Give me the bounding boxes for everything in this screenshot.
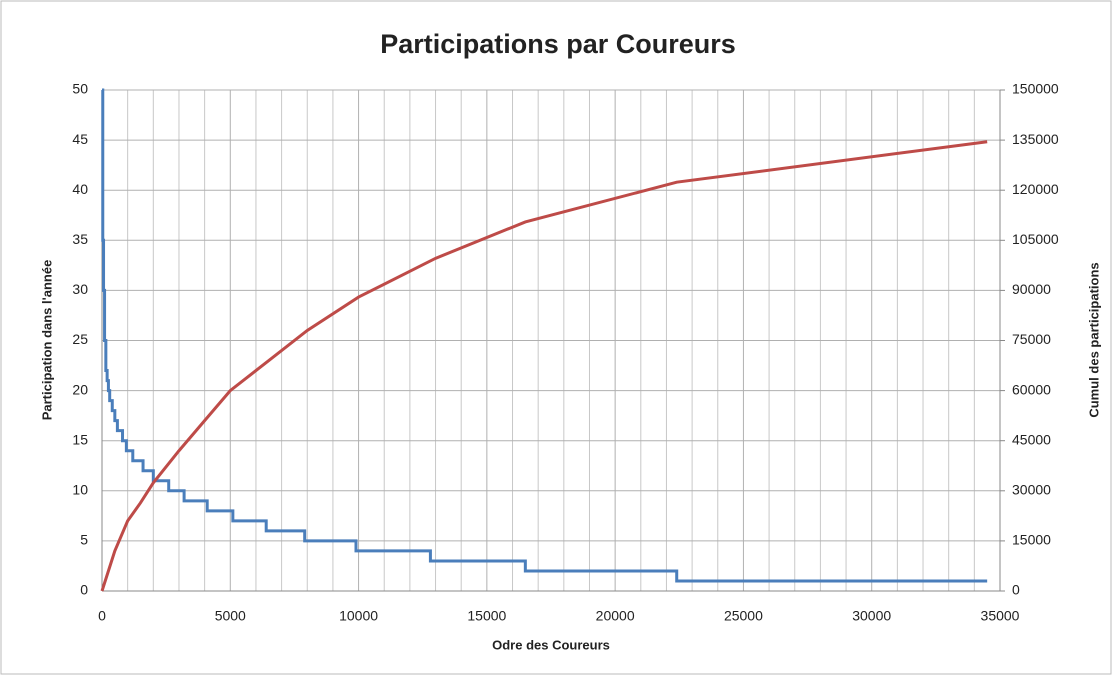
y-tick-label: 40 [72, 181, 88, 197]
y-tick-label: 30 [72, 281, 88, 297]
x-tick-label: 30000 [852, 608, 891, 624]
y2-tick-label: 90000 [1012, 281, 1051, 297]
y2-tick-label: 45000 [1012, 431, 1051, 447]
x-tick-label: 0 [98, 608, 106, 624]
y-tick-label: 25 [72, 331, 88, 347]
y2-tick-label: 15000 [1012, 532, 1051, 548]
x-tick-label: 10000 [339, 608, 378, 624]
y2-tick-label: 75000 [1012, 331, 1051, 347]
chart-title: Participations par Coureurs [380, 29, 736, 59]
y2-tick-label: 120000 [1012, 181, 1059, 197]
y2-tick-label: 150000 [1012, 81, 1059, 97]
y-tick-label: 15 [72, 431, 88, 447]
y-tick-label: 50 [72, 81, 88, 97]
x-tick-label: 20000 [596, 608, 635, 624]
series-line [101, 88, 988, 583]
y-tick-label: 10 [72, 482, 88, 498]
y2-tick-label: 30000 [1012, 482, 1051, 498]
y-tick-label: 20 [72, 381, 88, 397]
y2-tick-label: 60000 [1012, 381, 1051, 397]
y-tick-label: 5 [80, 532, 88, 548]
x-axis-title: Odre des Coureurs [492, 637, 610, 652]
x-tick-label: 5000 [215, 608, 246, 624]
y-tick-label: 35 [72, 231, 88, 247]
series-line [100, 140, 988, 592]
y-axis-title: Participation dans l'année [39, 260, 54, 421]
y2-axis-title: Cumul des participations [1086, 262, 1101, 417]
y2-tick-label: 0 [1012, 582, 1020, 598]
x-tick-label: 15000 [467, 608, 506, 624]
y-tick-label: 45 [72, 131, 88, 147]
y-tick-label: 0 [80, 582, 88, 598]
x-tick-label: 35000 [981, 608, 1020, 624]
y2-tick-label: 135000 [1012, 131, 1059, 147]
y2-tick-label: 105000 [1012, 231, 1059, 247]
x-tick-label: 25000 [724, 608, 763, 624]
